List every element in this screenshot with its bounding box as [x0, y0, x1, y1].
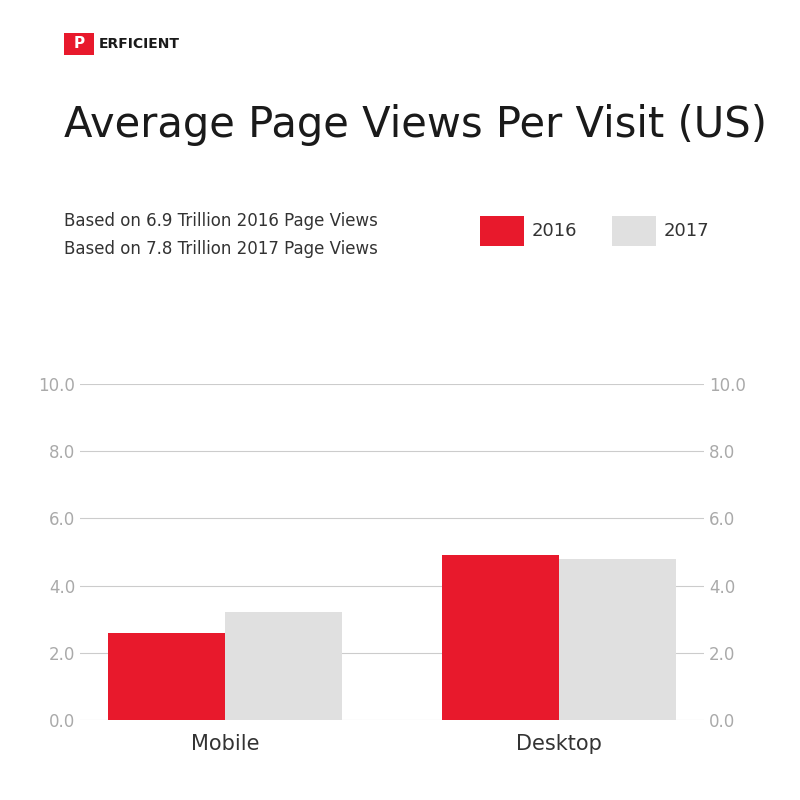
Text: Average Page Views Per Visit (US): Average Page Views Per Visit (US)	[64, 104, 767, 146]
Bar	[442, 555, 559, 720]
Text: ERFICIENT: ERFICIENT	[98, 37, 179, 51]
Bar	[108, 633, 225, 720]
Text: Based on 6.9 Trillion 2016 Page Views: Based on 6.9 Trillion 2016 Page Views	[64, 212, 378, 230]
Text: Based on 7.8 Trillion 2017 Page Views: Based on 7.8 Trillion 2017 Page Views	[64, 240, 378, 258]
Text: P: P	[74, 37, 85, 51]
Text: 2016: 2016	[532, 222, 578, 240]
Bar	[559, 558, 676, 720]
Bar	[225, 613, 342, 720]
Text: 2017: 2017	[664, 222, 710, 240]
